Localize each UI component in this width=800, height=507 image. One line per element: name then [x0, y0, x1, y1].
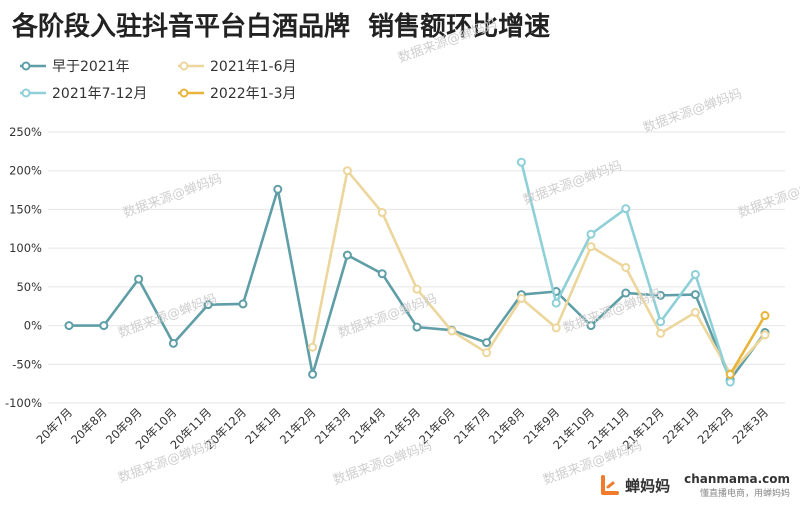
data-point-series-2: [482, 348, 492, 358]
legend-marker-4: [178, 88, 204, 98]
data-point-series-2: [308, 342, 318, 352]
data-point-series-1: [342, 250, 352, 260]
y-tick-label: 200%: [9, 164, 42, 178]
y-tick-label: 0%: [24, 319, 42, 333]
data-point-series-4: [760, 311, 770, 321]
x-tick-label: 20年8月: [68, 405, 110, 447]
data-point-series-3: [656, 317, 666, 327]
series-line-4: [729, 314, 767, 376]
x-tick-label: 22年3月: [729, 405, 771, 447]
y-tick-label: 100%: [9, 241, 42, 255]
data-point-series-1: [621, 288, 631, 298]
data-point-series-2: [656, 328, 666, 338]
data-point-series-2: [760, 330, 770, 340]
brand-name: 蝉妈妈: [625, 477, 671, 495]
data-point-series-2: [447, 326, 457, 336]
x-tick-label: 21年8月: [486, 405, 528, 447]
series-line-2: [311, 169, 766, 375]
data-point-series-2: [516, 293, 526, 303]
data-point-series-3: [621, 204, 631, 214]
x-tick-label: 21年2月: [277, 405, 319, 447]
data-point-series-4: [725, 369, 735, 379]
data-point-series-1: [412, 322, 422, 332]
chanmama-logo-icon: [601, 474, 620, 495]
x-tick-label: 21年3月: [312, 405, 354, 447]
legend-label-4: 2022年1-3月: [210, 86, 297, 102]
data-point-series-3: [516, 157, 526, 167]
brand-domain: chanmama.com: [684, 472, 790, 486]
legend-marker-3: [20, 88, 46, 98]
data-point-series-3: [690, 269, 700, 279]
data-point-series-2: [690, 307, 700, 317]
data-point-series-2: [551, 323, 561, 333]
chart-title: 各阶段入驻抖音平台白酒品牌 销售额环比增速: [12, 12, 551, 42]
data-point-series-1: [308, 369, 318, 379]
data-point-series-1: [99, 321, 109, 331]
data-point-series-3: [551, 298, 561, 308]
data-point-series-2: [377, 208, 387, 218]
data-point-series-1: [134, 274, 144, 284]
x-tick-label: 21年7月: [451, 405, 493, 447]
y-tick-label: 250%: [9, 125, 42, 139]
legend-label-1: 早于2021年: [52, 59, 130, 75]
data-point-series-1: [64, 321, 74, 331]
legend-label-3: 2021年7-12月: [52, 86, 148, 102]
x-tick-label: 21年6月: [416, 405, 458, 447]
data-point-series-2: [621, 263, 631, 272]
x-tick-label: 22年1月: [660, 405, 702, 447]
legend-marker-1: [20, 61, 46, 71]
y-tick-label: 50%: [16, 280, 42, 294]
series-line-1: [69, 187, 767, 382]
data-point-series-1: [377, 269, 387, 279]
data-point-series-1: [168, 338, 178, 348]
data-point-series-1: [203, 300, 213, 310]
legend-item-3: 2021年7-12月: [20, 83, 147, 103]
brand-footer: 蝉妈妈 chanmama.com 懂直播电商，用蝉妈妈: [599, 472, 790, 499]
x-tick-label: 21年1月: [242, 405, 284, 447]
brand-slogan: 懂直播电商，用蝉妈妈: [699, 489, 790, 499]
legend-item-2: 2021年1-6月: [178, 56, 297, 76]
data-point-series-3: [586, 229, 596, 239]
data-point-series-3: [725, 377, 735, 387]
legend-item-4: 2022年1-3月: [178, 83, 297, 103]
data-point-series-2: [412, 284, 422, 294]
x-tick-label: 20年7月: [33, 405, 75, 447]
data-point-series-1: [238, 299, 248, 309]
legend-label-2: 2021年1-6月: [210, 59, 297, 75]
y-tick-label: -50%: [12, 357, 42, 371]
y-tick-label: 150%: [9, 202, 42, 216]
data-point-series-1: [273, 184, 283, 194]
data-point-series-1: [482, 338, 492, 348]
data-point-series-2: [586, 242, 596, 252]
x-tick-label: 21年4月: [347, 405, 389, 447]
y-tick-label: -100%: [5, 396, 42, 410]
legend-item-1: 早于2021年: [20, 56, 130, 76]
data-point-series-1: [656, 290, 666, 300]
x-tick-label: 21年5月: [381, 405, 423, 447]
data-point-series-1: [690, 290, 700, 300]
data-point-series-2: [342, 166, 352, 176]
data-point-series-1: [586, 321, 596, 331]
x-tick-label: 22年2月: [695, 405, 737, 447]
legend-marker-2: [178, 61, 204, 71]
